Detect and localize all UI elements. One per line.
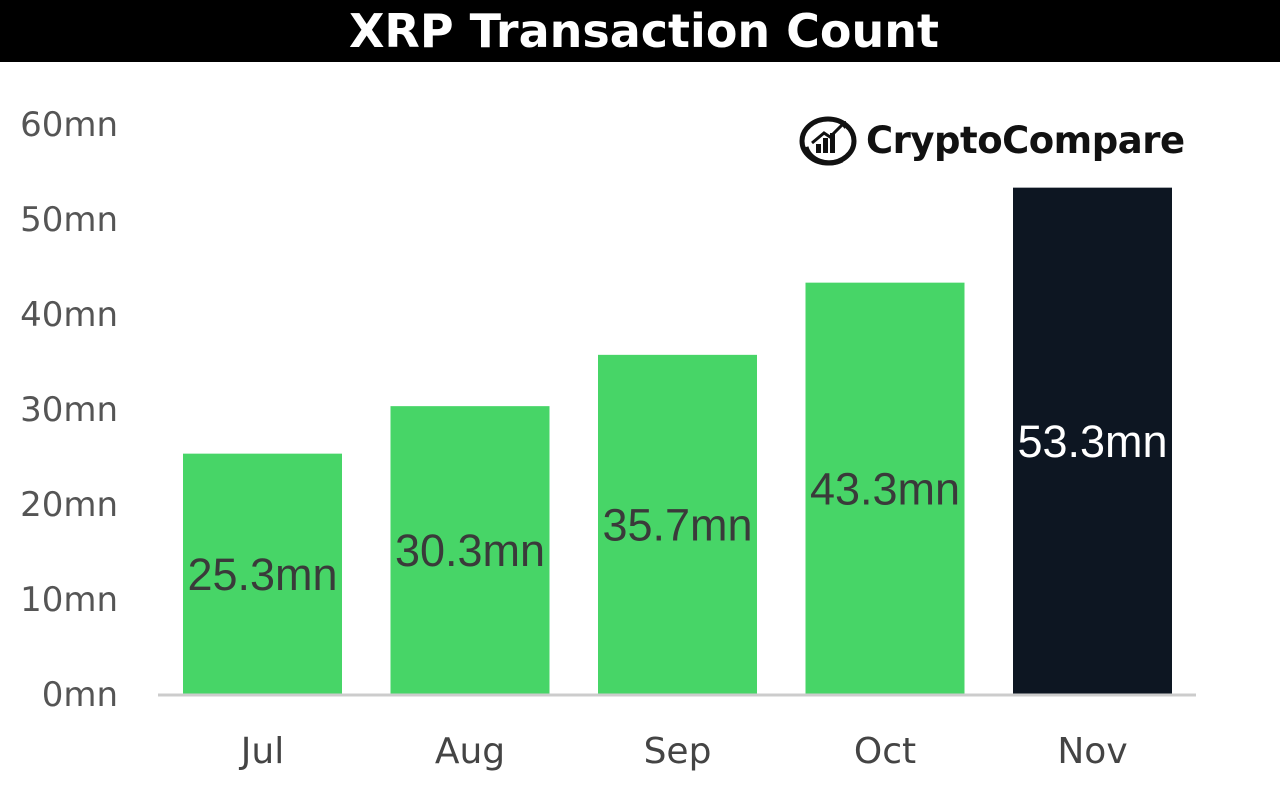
x-tick-label: Oct — [854, 731, 916, 772]
x-tick-label: Sep — [644, 731, 712, 772]
x-tick-label: Jul — [239, 731, 284, 772]
data-labels: 25.3mn 30.3mn 35.7mn 43.3mn 53.3mn — [187, 416, 1167, 600]
data-label: 53.3mn — [1017, 416, 1167, 467]
brand-logo: CryptoCompare — [798, 112, 1185, 168]
data-label: 25.3mn — [187, 549, 337, 600]
page-title: XRP Transaction Count — [348, 4, 940, 58]
y-axis: 0mn 10mn 20mn 30mn 40mn 50mn 60mn — [20, 105, 118, 715]
brand-name: CryptoCompare — [866, 118, 1185, 162]
data-label: 43.3mn — [810, 463, 960, 514]
chart-circle-logo-icon — [799, 116, 857, 166]
bar — [598, 354, 757, 694]
y-tick-label: 60mn — [20, 105, 118, 145]
x-axis: Jul Aug Sep Oct Nov — [239, 731, 1128, 772]
bars — [183, 187, 1172, 694]
bar — [390, 406, 550, 694]
data-label: 35.7mn — [602, 499, 752, 550]
y-tick-label: 30mn — [20, 390, 118, 430]
y-tick-label: 40mn — [20, 295, 118, 335]
y-tick-label: 10mn — [20, 580, 118, 620]
x-tick-label: Aug — [435, 731, 505, 772]
y-tick-label: 50mn — [20, 200, 118, 240]
title-bar: XRP Transaction Count — [0, 0, 1280, 62]
bar — [805, 282, 965, 694]
y-tick-label: 20mn — [20, 485, 118, 525]
x-tick-label: Nov — [1057, 731, 1127, 772]
bar — [183, 453, 342, 694]
y-tick-label: 0mn — [42, 675, 118, 715]
bar — [1013, 187, 1172, 694]
data-label: 30.3mn — [395, 525, 545, 576]
